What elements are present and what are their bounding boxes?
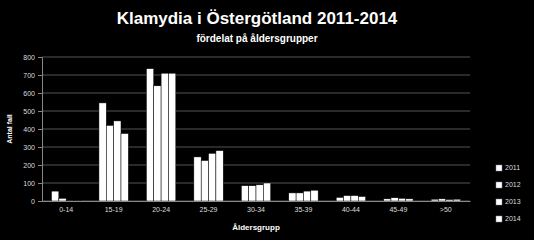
tick [38, 183, 42, 184]
tick-label: 600 [23, 90, 35, 97]
x-axis: 0-14 15-19 20-24 25-29 30-34 35-39 40-44 45-49 >… [43, 201, 471, 213]
bar [114, 121, 121, 201]
tick-label: 20-24 [152, 206, 170, 213]
tick-label: 45-49 [389, 206, 407, 213]
tick-label: 500 [23, 108, 35, 115]
plot: 0 100 200 300 400 500 600 700 800 0-14 15-19 20-24 2… [23, 54, 470, 213]
tick-label: 400 [23, 126, 35, 133]
bar [194, 157, 201, 201]
tick [38, 93, 42, 94]
legend: 2011 2012 2013 2014 [496, 164, 521, 222]
bar [256, 185, 263, 201]
bar [216, 151, 223, 201]
tick-label: 0-14 [59, 206, 73, 213]
bar [241, 186, 248, 201]
tick-label: 700 [23, 72, 35, 79]
grid-line [42, 57, 470, 58]
subtitle: fördelat på åldersgrupper [196, 33, 317, 44]
legend-item: 2011 [496, 164, 520, 171]
bar [146, 69, 153, 201]
bar [74, 200, 81, 201]
bar [391, 198, 398, 201]
y-axis: 0 100 200 300 400 500 600 700 800 [23, 54, 42, 205]
tick [38, 111, 42, 112]
tick-label: 0 [31, 198, 35, 205]
tick-label: 200 [23, 162, 35, 169]
chart: Klamydia i Östergötland 2011-2014 fördela… [0, 0, 534, 240]
bar [168, 73, 175, 201]
grid [42, 57, 470, 201]
bar [209, 153, 216, 201]
tick-label: 30-34 [247, 206, 265, 213]
bar [289, 193, 296, 201]
bar [311, 190, 318, 201]
legend-swatch [496, 182, 502, 188]
tick-label: 300 [23, 144, 35, 151]
title: Klamydia i Östergötland 2011-2014 [117, 9, 398, 28]
legend-item: 2014 [496, 215, 521, 222]
y-axis-title: Antal fall [6, 114, 13, 144]
legend-swatch [496, 216, 502, 222]
bar [161, 73, 168, 201]
bar [351, 196, 358, 201]
legend-swatch [496, 199, 502, 205]
bar [438, 199, 445, 201]
bar [303, 191, 310, 201]
bar [453, 199, 460, 201]
tick [38, 75, 42, 76]
bar [66, 200, 73, 201]
bar [431, 199, 438, 201]
bar [406, 199, 413, 201]
legend-label: 2013 [505, 198, 521, 205]
bar [384, 199, 391, 201]
tick [38, 57, 42, 58]
legend-swatch [496, 165, 502, 171]
tick [38, 165, 42, 166]
bars [51, 69, 460, 201]
bar [51, 191, 58, 201]
bar [336, 197, 343, 201]
tick-label: >50 [440, 206, 452, 213]
bar [446, 200, 453, 201]
bar [358, 197, 365, 202]
tick [38, 201, 42, 202]
tick-label: 800 [23, 54, 35, 61]
bar [106, 125, 113, 201]
bar [154, 86, 161, 201]
bar [59, 198, 66, 201]
legend-label: 2011 [505, 164, 520, 171]
legend-label: 2012 [505, 181, 521, 188]
bar [263, 183, 270, 201]
bar [296, 193, 303, 201]
bar [99, 103, 106, 201]
tick [38, 147, 42, 148]
grid-line [42, 75, 470, 76]
bar [249, 186, 256, 201]
bar [344, 196, 351, 201]
axis-line [38, 58, 43, 202]
tick-label: 35-39 [294, 206, 312, 213]
tick-label: 25-29 [200, 206, 218, 213]
background [0, 0, 534, 240]
tick-label: 15-19 [105, 206, 123, 213]
legend-label: 2014 [505, 215, 521, 222]
bar [201, 161, 208, 202]
grid-line [42, 93, 470, 94]
bar [398, 198, 405, 201]
legend-item: 2013 [496, 198, 521, 205]
tick-label: 40-44 [342, 206, 360, 213]
bar [121, 134, 128, 202]
tick-label: 100 [23, 180, 35, 187]
axis-line [43, 201, 471, 202]
x-axis-title: Åldersgrupp [232, 223, 280, 232]
legend-item: 2012 [496, 181, 521, 188]
tick [38, 129, 42, 130]
